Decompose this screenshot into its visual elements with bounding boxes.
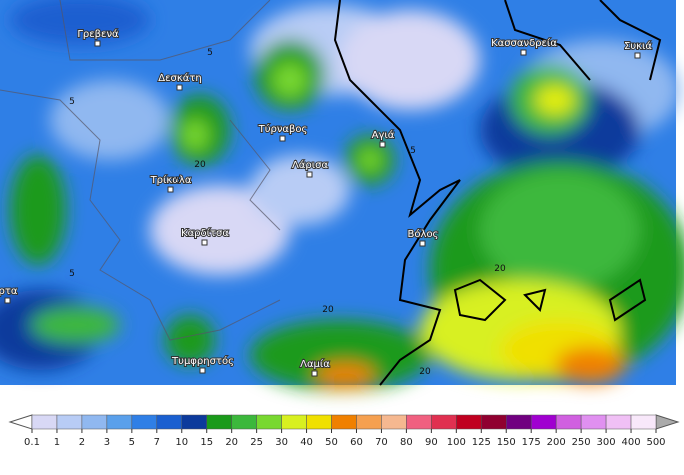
- city-label: Τύρναβος: [258, 123, 308, 135]
- contour-label: 20: [194, 160, 206, 170]
- city-label: ρτα: [0, 286, 18, 297]
- city-marker: [520, 49, 527, 56]
- colorbar-tick-label: 7: [154, 437, 160, 448]
- colorbar-swatch: [530, 414, 557, 430]
- city-marker: [4, 297, 11, 304]
- colorbar-swatch: [156, 414, 183, 430]
- contour-label: 5: [69, 97, 75, 107]
- city-marker: [306, 171, 313, 178]
- colorbar-tick-label: 150: [497, 437, 516, 448]
- colorbar-swatch: [31, 414, 58, 430]
- city-marker: [167, 186, 174, 193]
- colorbar-swatch: [456, 414, 482, 430]
- city-label: Γρεβενά: [77, 28, 119, 40]
- city-label: Δεσκάτη: [158, 72, 201, 84]
- colorbar-swatch: [81, 414, 108, 430]
- colorbar-swatch: [56, 414, 83, 430]
- colorbar-tick-label: 175: [522, 437, 541, 448]
- contour-label: 5: [410, 146, 416, 156]
- colorbar-swatch: [505, 414, 532, 430]
- colorbar-tick-label: 300: [597, 437, 616, 448]
- colorbar-tick-label: 500: [646, 437, 665, 448]
- colorbar-tick-label: 0.1: [24, 437, 40, 448]
- colorbar-arrow-right: [655, 414, 680, 430]
- city-marker: [279, 135, 286, 142]
- colorbar-swatch: [630, 414, 657, 430]
- colorbar-tick-label: 125: [472, 437, 491, 448]
- colorbar-tick-label: 200: [547, 437, 566, 448]
- colorbar-tick-label: 80: [400, 437, 413, 448]
- city-label: Συκιά: [624, 40, 652, 52]
- city-marker: [201, 239, 208, 246]
- contour-label: 5: [69, 269, 75, 279]
- colorbar-tick-label: 70: [375, 437, 388, 448]
- colorbar-tick-label: 250: [572, 437, 591, 448]
- colorbar-tick-label: 15: [200, 437, 213, 448]
- contour-label: 20: [322, 305, 334, 315]
- contour-label: 5: [175, 176, 181, 186]
- city-marker: [311, 370, 318, 377]
- colorbar-swatch: [381, 414, 407, 430]
- colorbar-swatch: [256, 414, 282, 430]
- precip-field: [0, 0, 684, 390]
- colorbar-swatch: [555, 414, 582, 430]
- colorbar-swatch: [481, 414, 507, 430]
- colorbar-tick-label: 10: [175, 437, 188, 448]
- colorbar-tick-label: 90: [425, 437, 438, 448]
- city-marker: [176, 84, 183, 91]
- city-marker: [419, 240, 426, 247]
- colorbar-tick-label: 400: [621, 437, 640, 448]
- colorbar: 0.1 1 2 3 5 7 10 15 20 25 30 40 50 60 70 80 90 100 125 150 1…: [8, 414, 680, 448]
- city-label: Λάρισα: [292, 159, 329, 171]
- colorbar-swatch: [181, 414, 207, 430]
- city-marker: [199, 367, 206, 374]
- colorbar-tick-label: 50: [325, 437, 338, 448]
- colorbar-tick-label: 100: [447, 437, 466, 448]
- colorbar-tick-label: 60: [350, 437, 363, 448]
- colorbar-swatch: [131, 414, 158, 430]
- colorbar-tick-label: 30: [275, 437, 288, 448]
- colorbar-swatch: [580, 414, 607, 430]
- colorbar-tick-label: 3: [104, 437, 110, 448]
- colorbar-swatch: [331, 414, 357, 430]
- city-label: Αγιά: [372, 129, 395, 141]
- city-marker: [94, 40, 101, 47]
- city-marker: [634, 52, 641, 59]
- colorbar-swatch: [605, 414, 632, 430]
- city-label: Καρδίτσα: [181, 227, 229, 239]
- city-label: Τρίκαλα: [150, 174, 192, 186]
- colorbar-swatch: [106, 414, 133, 430]
- contour-label: 5: [207, 48, 213, 58]
- city-marker: [379, 141, 386, 148]
- colorbar-swatch: [431, 414, 457, 430]
- colorbar-arrow-left: [8, 414, 33, 430]
- city-label: Κασσανδρεία: [491, 37, 557, 49]
- colorbar-swatch: [356, 414, 382, 430]
- city-label: Τυμφρηστός: [171, 355, 234, 367]
- colorbar-tick-label: 5: [129, 437, 135, 448]
- city-label: Λαμία: [300, 358, 330, 370]
- colorbar-tick-label: 40: [300, 437, 313, 448]
- contour-label: 20: [494, 264, 506, 274]
- city-label: Βόλος: [408, 228, 439, 240]
- colorbar-swatch: [281, 414, 307, 430]
- map-labels: Γρεβενά Δεσκάτη Τύρναβος Λάρισα Αγιά Κασσανδρ…: [0, 27, 653, 377]
- colorbar-tick-label: 20: [225, 437, 238, 448]
- colorbar-swatch: [231, 414, 257, 430]
- colorbar-tick-label: 2: [79, 437, 85, 448]
- colorbar-tick-label: 25: [250, 437, 263, 448]
- contour-label: 20: [419, 367, 431, 377]
- colorbar-tick-label: 1: [54, 437, 60, 448]
- colorbar-swatch: [306, 414, 332, 430]
- colorbar-swatch: [406, 414, 432, 430]
- colorbar-swatch: [206, 414, 232, 430]
